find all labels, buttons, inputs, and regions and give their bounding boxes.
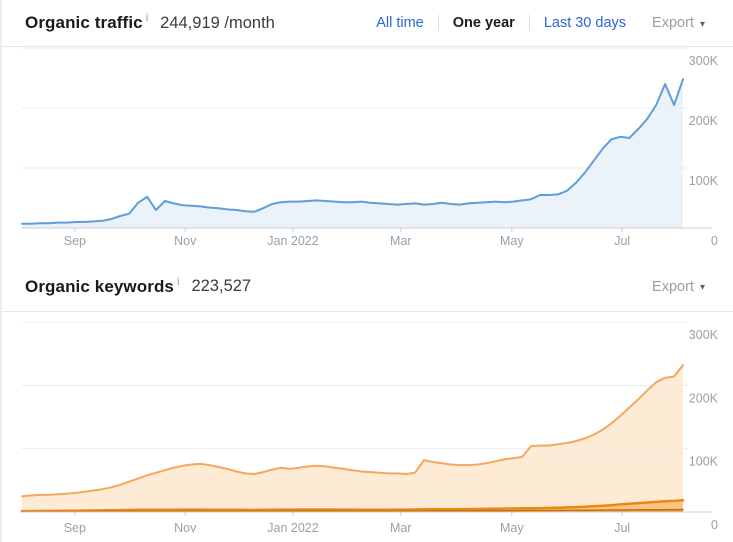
export-button[interactable]: Export ▾ bbox=[652, 15, 705, 31]
x-axis-label: Jul bbox=[614, 521, 630, 535]
tab-one-year[interactable]: One year bbox=[452, 15, 515, 31]
series-line bbox=[21, 508, 684, 513]
y-axis-label: 0 bbox=[711, 234, 718, 248]
x-axis-label: Sep bbox=[64, 234, 86, 248]
organic-traffic-value: 244,919 /month bbox=[160, 13, 275, 32]
caret-down-icon: ▾ bbox=[699, 282, 705, 293]
page-left-border bbox=[0, 0, 2, 542]
organic-traffic-header: Organic traffic i 244,919 /month All tim… bbox=[0, 0, 733, 47]
x-axis-label: Jan 2022 bbox=[267, 521, 318, 535]
y-axis-label: 100K bbox=[689, 174, 719, 188]
export-button[interactable]: Export ▾ bbox=[652, 279, 705, 295]
info-icon[interactable]: i bbox=[177, 275, 180, 288]
organic-keywords-plot[interactable]: 300K 200K 100K 0 Sep Nov Jan 2022 Mar May Jul bbox=[0, 312, 733, 542]
x-axis-label: May bbox=[500, 521, 524, 535]
x-axis-label: Mar bbox=[390, 234, 412, 248]
export-label: Export bbox=[652, 15, 694, 31]
tab-divider bbox=[437, 15, 439, 31]
y-axis-label: 100K bbox=[689, 455, 719, 469]
x-axis-label: Sep bbox=[64, 521, 86, 535]
organic-traffic-title: Organic traffic bbox=[25, 13, 143, 32]
x-axis-label: Jan 2022 bbox=[267, 234, 318, 248]
keywords-controls: Export ▾ bbox=[626, 279, 705, 295]
series-line bbox=[21, 364, 684, 498]
export-label: Export bbox=[652, 278, 694, 295]
x-axis-label: May bbox=[500, 234, 524, 248]
x-axis-label: Nov bbox=[174, 234, 197, 248]
series-area bbox=[22, 365, 683, 512]
organic-keywords-title: Organic keywords bbox=[25, 276, 174, 296]
series-line bbox=[21, 78, 684, 225]
y-axis-label: 200K bbox=[689, 114, 719, 128]
organic-keywords-heading-group: Organic keywords i 223,527 bbox=[25, 275, 252, 297]
organic-traffic-plot[interactable]: 300K 200K 100K 0 Sep Nov Jan 2022 Mar May Jul bbox=[0, 47, 733, 255]
tab-last-30-days[interactable]: Last 30 days bbox=[543, 15, 627, 31]
info-icon[interactable]: i bbox=[145, 12, 149, 24]
x-axis-label: Mar bbox=[390, 521, 412, 535]
y-axis-label: 300K bbox=[689, 328, 719, 342]
organic-keywords-chart[interactable]: 300K 200K 100K 0 Sep Nov Jan 2022 Mar May Jul bbox=[0, 312, 733, 542]
series-area bbox=[22, 79, 683, 228]
organic-traffic-chart[interactable]: 300K 200K 100K 0 Sep Nov Jan 2022 Mar May Jul bbox=[0, 47, 733, 255]
x-axis-label: Jul bbox=[614, 234, 630, 248]
y-axis-label: 300K bbox=[689, 54, 719, 68]
organic-keywords-header: Organic keywords i 223,527 Export ▾ bbox=[0, 262, 733, 312]
series-line bbox=[20, 499, 685, 513]
y-axis-label: 0 bbox=[711, 518, 718, 532]
tab-all-time[interactable]: All time bbox=[376, 15, 424, 31]
caret-down-icon: ▾ bbox=[699, 18, 705, 30]
tab-divider bbox=[528, 15, 530, 31]
traffic-range-controls: All time One year Last 30 days Export ▾ bbox=[376, 15, 705, 31]
organic-keywords-value: 223,527 bbox=[191, 277, 252, 295]
y-axis-label: 200K bbox=[689, 391, 719, 405]
x-axis-label: Nov bbox=[174, 521, 197, 535]
organic-traffic-heading-group: Organic traffic i 244,919 /month bbox=[25, 12, 275, 33]
